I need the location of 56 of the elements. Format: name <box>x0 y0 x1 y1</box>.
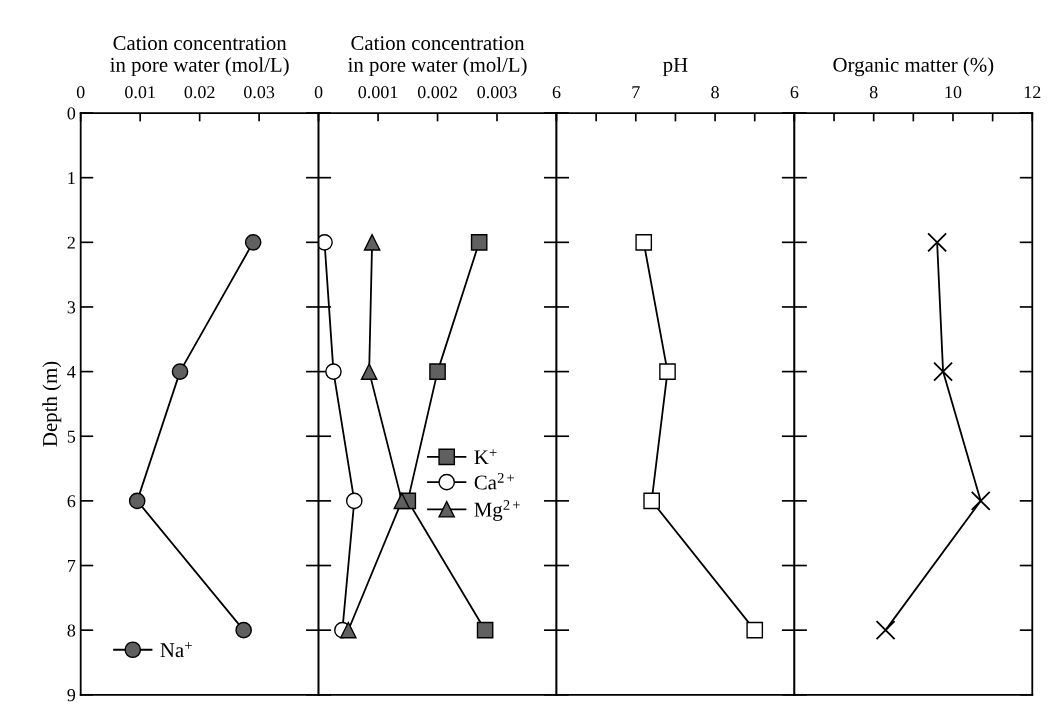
y-tick-label: 0 <box>67 107 76 120</box>
x-tick-label: 6 <box>790 86 799 99</box>
x-tick-label: 8 <box>869 86 878 99</box>
point <box>345 492 363 510</box>
y-tick-label: 2 <box>67 236 75 249</box>
x-axis-title: Cation concentration in pore water (mol/L) <box>348 36 527 77</box>
x-tick-label: 0 <box>314 86 323 99</box>
point <box>429 363 446 380</box>
x-tick-label: 8 <box>711 86 719 99</box>
x-tick-label: 0.01 <box>125 86 155 99</box>
y-tick-label: 4 <box>67 365 76 378</box>
legend-label: K$^{+}$ <box>474 449 497 465</box>
x-tick-label: 0.002 <box>417 86 457 99</box>
point <box>746 621 764 639</box>
legend-label: Ca$^{2+}$ <box>474 472 514 490</box>
x-axis-title: pH <box>663 58 688 77</box>
y-tick-label: 9 <box>67 689 76 702</box>
point <box>171 363 189 380</box>
y-tick-label: 3 <box>67 301 76 314</box>
y-tick-label: 8 <box>67 624 76 637</box>
point <box>476 621 494 639</box>
point <box>363 233 381 251</box>
x-axis-title: Organic matter (%) <box>833 57 994 77</box>
point <box>927 232 948 253</box>
point <box>933 361 954 382</box>
x-tick-label: 7 <box>632 86 640 99</box>
x-axis-title: Cation concentration in pore water (mol/L) <box>110 36 289 77</box>
point <box>635 233 653 251</box>
x-tick-label: 10 <box>945 86 962 99</box>
point <box>970 490 991 511</box>
x-tick-label: 6 <box>552 86 561 99</box>
y-axis-title: Depth (m) <box>42 361 62 447</box>
point <box>643 492 660 510</box>
point <box>393 492 411 510</box>
point <box>360 363 378 380</box>
x-tick-label: 0.001 <box>358 86 398 99</box>
point <box>128 492 146 510</box>
point <box>339 621 357 639</box>
y-tick-label: 1 <box>68 172 75 184</box>
point <box>244 233 262 251</box>
y-tick-label: 7 <box>68 559 76 572</box>
legend-label: Na$^{+}$ <box>160 642 192 658</box>
x-tick-label: 12 <box>1024 86 1041 99</box>
y-tick-label: 5 <box>67 430 76 443</box>
x-tick-label: 0.02 <box>184 86 215 99</box>
x-tick-label: 0.03 <box>244 86 275 99</box>
point <box>318 233 333 251</box>
legend-label: Mg$^{2+}$ <box>474 500 520 521</box>
point <box>235 621 252 639</box>
point <box>470 233 488 251</box>
x-tick-label: 0.003 <box>477 86 517 99</box>
point <box>659 363 676 380</box>
point <box>325 363 342 380</box>
point <box>875 620 896 641</box>
y-tick-label: 6 <box>67 495 76 508</box>
x-tick-label: 0 <box>76 86 85 99</box>
